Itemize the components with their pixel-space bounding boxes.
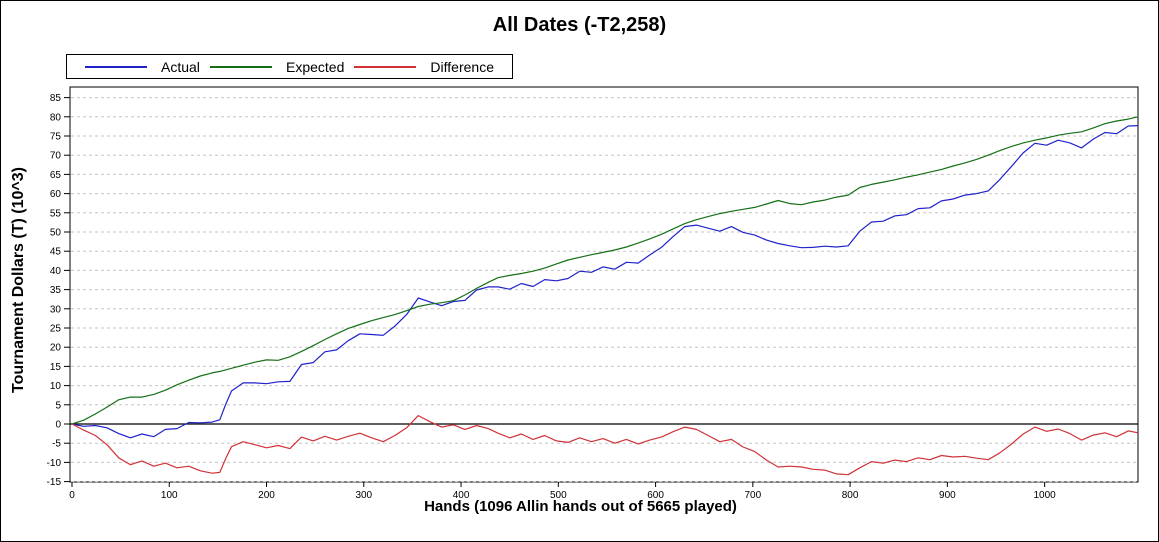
- y-tick-label-60: 60: [50, 189, 62, 200]
- legend-item-expected: Expected: [209, 58, 345, 75]
- plot-border: [69, 86, 1139, 483]
- y-tick-label-50: 50: [50, 228, 62, 239]
- x-tick-label-300: 300: [355, 490, 372, 501]
- y-tick-label--15: -15: [47, 477, 62, 488]
- chart-title: All Dates (-T2,258): [492, 14, 667, 36]
- series-line-actual: [71, 125, 1139, 439]
- legend-item-actual: Actual: [85, 59, 200, 75]
- series-line-expected: [71, 116, 1139, 425]
- legend: Actual Expected Difference: [66, 54, 513, 79]
- y-tick-label-75: 75: [50, 132, 62, 143]
- y-tick-label-15: 15: [50, 362, 62, 373]
- legend-label-expected: Expected: [285, 58, 345, 75]
- y-tick-label-40: 40: [50, 266, 62, 277]
- y-tick-label-85: 85: [50, 93, 62, 104]
- y-tick-label-70: 70: [50, 151, 62, 162]
- difference-line-swatch: [354, 65, 417, 68]
- y-tick-label-20: 20: [50, 343, 62, 354]
- y-tick-label-25: 25: [50, 324, 62, 335]
- x-tick-label-500: 500: [550, 490, 567, 501]
- series-line-difference: [71, 415, 1139, 476]
- legend-label-actual: Actual: [161, 58, 200, 75]
- actual-line-swatch: [85, 65, 147, 68]
- x-tick-label-0: 0: [69, 490, 75, 501]
- y-axis-title: Tournament Dollars (T) (10^3): [10, 167, 27, 393]
- y-tick-label-35: 35: [50, 285, 62, 296]
- x-tick-label-200: 200: [258, 490, 275, 501]
- y-tick-label--5: -5: [52, 439, 61, 450]
- legend-item-difference: Difference: [354, 59, 494, 75]
- y-tick-label--10: -10: [47, 458, 62, 469]
- x-axis-title: Hands (1096 Allin hands out of 5665 play…: [424, 498, 737, 515]
- y-tick-label-30: 30: [50, 304, 62, 315]
- x-tick-label-600: 600: [647, 490, 664, 501]
- y-tick-label-80: 80: [50, 112, 62, 123]
- y-tick-label-65: 65: [50, 170, 62, 181]
- x-tick-label-900: 900: [939, 490, 956, 501]
- x-tick-label-1000: 1000: [1034, 490, 1057, 501]
- y-tick-label-10: 10: [50, 381, 62, 392]
- x-tick-label-100: 100: [161, 490, 178, 501]
- x-tick-label-400: 400: [453, 490, 470, 501]
- x-tick-label-700: 700: [744, 490, 761, 501]
- y-tick-label-45: 45: [50, 247, 62, 258]
- expected-line-swatch: [209, 65, 272, 68]
- y-tick-label-5: 5: [55, 400, 61, 411]
- y-tick-label-55: 55: [50, 208, 62, 219]
- x-tick-label-800: 800: [842, 490, 859, 501]
- legend-label-difference: Difference: [430, 58, 494, 75]
- y-tick-label-0: 0: [55, 420, 61, 431]
